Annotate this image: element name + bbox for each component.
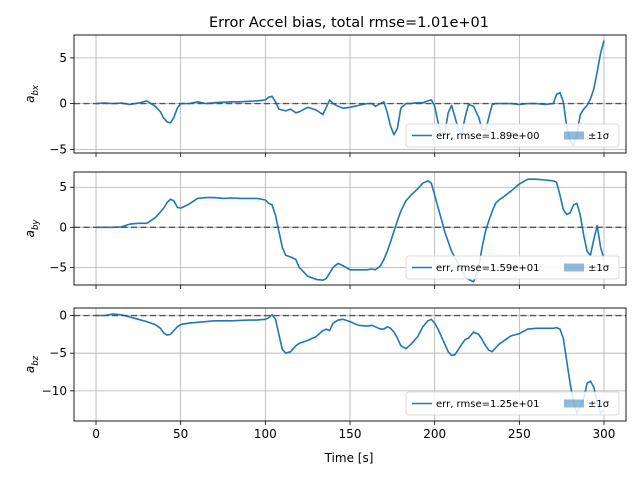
legend-label-sigma: ±1σ xyxy=(588,263,610,274)
y-axis-label-main: a xyxy=(23,230,37,237)
y-axis-label: abx xyxy=(23,84,41,103)
y-axis-label-sub: bz xyxy=(31,355,41,365)
y-tick-label: 0 xyxy=(59,309,67,323)
y-tick-label: −10 xyxy=(42,384,67,398)
x-tick-label: 50 xyxy=(173,427,188,441)
y-tick-label: −5 xyxy=(49,142,67,156)
figure-title: Error Accel bias, total rmse=1.01e+01 xyxy=(209,15,489,31)
legend-box xyxy=(405,391,620,416)
legend: err, rmse=1.59e+01 ±1σ xyxy=(405,255,620,280)
legend-box xyxy=(405,123,620,148)
y-axis-label-sub: by xyxy=(31,219,41,230)
y-tick-label: 0 xyxy=(59,97,67,111)
y-tick-label: −5 xyxy=(49,346,67,360)
y-axis-label: aby xyxy=(23,219,41,238)
x-axis-label: Time [s] xyxy=(324,451,374,465)
y-axis-label: abz xyxy=(23,355,41,373)
y-tick-label: 5 xyxy=(59,51,67,65)
legend-label-err: err, rmse=1.89e+00 xyxy=(436,131,540,142)
legend-sigma-swatch xyxy=(564,399,584,408)
y-axis-label-main: a xyxy=(23,96,37,103)
y-tick-label: −5 xyxy=(49,260,67,274)
legend-label-err: err, rmse=1.25e+01 xyxy=(436,399,540,410)
x-tick-label: 300 xyxy=(593,427,616,441)
series-line-err xyxy=(96,313,605,415)
subplot-3: 0 50 100 150 200 250 300 −10 −5 0 abz err, rmse=1.2… xyxy=(23,307,627,441)
y-tick-label: 0 xyxy=(59,220,67,234)
legend-sigma-swatch xyxy=(564,131,584,140)
legend: err, rmse=1.25e+01 ±1σ xyxy=(405,391,620,416)
legend: err, rmse=1.89e+00 ±1σ xyxy=(405,123,620,148)
y-axis-label-main: a xyxy=(23,366,37,373)
x-tick-label: 200 xyxy=(423,427,446,441)
legend-sigma-swatch xyxy=(564,263,584,272)
x-tick-label: 100 xyxy=(254,427,277,441)
legend-label-sigma: ±1σ xyxy=(588,131,610,142)
legend-box xyxy=(405,255,620,280)
series-line-err xyxy=(96,178,605,283)
legend-label-err: err, rmse=1.59e+01 xyxy=(436,263,540,274)
subplot-1: −5 0 5 abx err, rmse=1.89e+00 ±1σ xyxy=(23,34,627,157)
subplot-2: −5 0 5 aby err, rmse=1.59e+01 ±1σ xyxy=(23,171,627,289)
legend-label-sigma: ±1σ xyxy=(588,399,610,410)
x-tick-label: 150 xyxy=(339,427,362,441)
x-tick-label: 250 xyxy=(508,427,531,441)
x-tick-label: 0 xyxy=(92,427,100,441)
y-tick-label: 5 xyxy=(59,180,67,194)
y-axis-label-sub: bx xyxy=(31,84,41,95)
